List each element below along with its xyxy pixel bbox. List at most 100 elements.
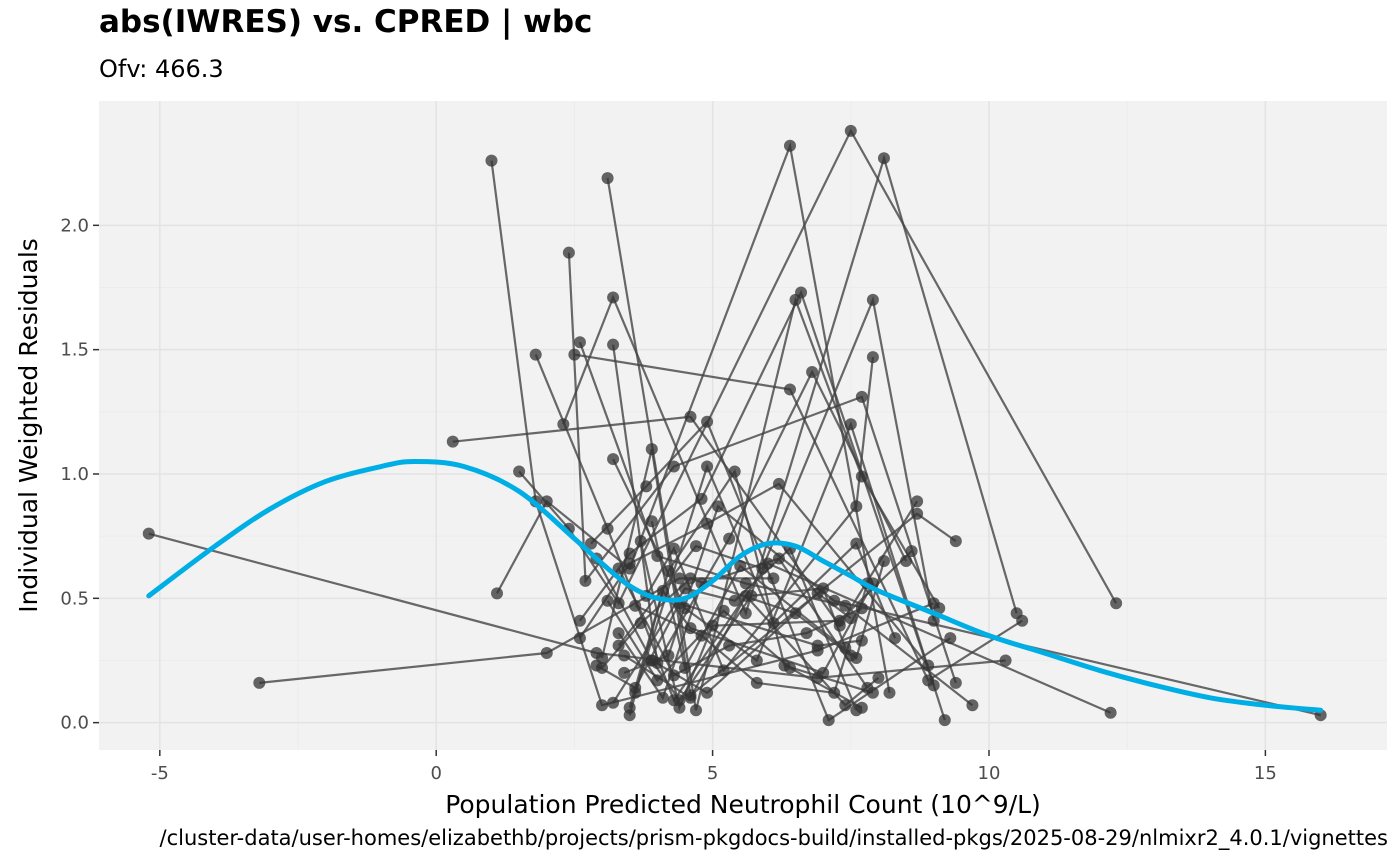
data-point <box>855 390 868 403</box>
data-point <box>645 515 658 528</box>
data-point <box>739 607 752 620</box>
data-point <box>712 500 725 513</box>
data-point <box>772 552 785 565</box>
data-point <box>927 614 940 627</box>
y-tick-label: 0.5 <box>60 588 89 609</box>
data-point <box>911 495 924 508</box>
data-point <box>828 686 841 699</box>
data-point <box>684 572 697 585</box>
data-point <box>944 632 957 645</box>
y-tick-label: 2.0 <box>60 215 89 236</box>
data-point <box>811 639 824 652</box>
data-point <box>850 704 863 717</box>
x-tick-label: 5 <box>707 763 718 784</box>
data-point <box>491 587 504 600</box>
data-point <box>562 246 575 259</box>
chart-caption: /cluster-data/user-homes/elizabethb/proj… <box>159 826 1388 850</box>
series-line <box>574 353 1023 682</box>
data-point <box>142 527 155 540</box>
data-point <box>651 674 664 687</box>
data-point <box>618 649 631 662</box>
data-point <box>855 634 868 647</box>
data-point <box>877 555 890 568</box>
smooth-trend-line <box>146 459 1324 713</box>
data-point <box>656 584 669 597</box>
data-point <box>701 686 714 699</box>
data-point <box>612 639 625 652</box>
data-point <box>701 517 714 530</box>
data-point <box>767 617 780 630</box>
data-point <box>844 612 857 625</box>
plot-panel <box>99 101 1387 750</box>
x-tick-label: 10 <box>978 763 1001 784</box>
data-point <box>662 649 675 662</box>
data-point <box>690 540 703 553</box>
data-point <box>728 594 741 607</box>
data-point <box>844 649 857 662</box>
y-tick-label: 1.0 <box>60 464 89 485</box>
data-point <box>645 654 658 667</box>
data-point <box>485 154 498 167</box>
data-point <box>728 465 741 478</box>
chart-title: abs(IWRES) vs. CPRED | wbc <box>99 4 593 40</box>
data-point <box>529 348 542 361</box>
data-point <box>783 661 796 674</box>
data-point <box>651 550 664 563</box>
data-point <box>612 627 625 640</box>
x-tick-label: 0 <box>430 763 441 784</box>
data-point <box>446 435 459 448</box>
data-point <box>1104 706 1117 719</box>
data-point <box>701 460 714 473</box>
data-point <box>579 574 592 587</box>
data-point <box>684 410 697 423</box>
data-point <box>861 681 874 694</box>
data-point <box>966 699 979 712</box>
data-point <box>889 632 902 645</box>
data-point <box>623 701 636 714</box>
data-point <box>662 564 675 577</box>
data-point <box>883 686 896 699</box>
data-point <box>540 495 553 508</box>
data-point <box>596 661 609 674</box>
data-point <box>634 535 647 548</box>
data-point <box>607 696 620 709</box>
data-point <box>927 679 940 692</box>
data-point <box>634 617 647 630</box>
data-point <box>557 418 570 431</box>
data-point <box>667 669 680 682</box>
x-tick-label: -5 <box>151 763 169 784</box>
data-point <box>783 139 796 152</box>
y-axis-title: Individual Weighted Residuals <box>14 238 43 613</box>
data-point <box>667 542 680 555</box>
data-point <box>850 537 863 550</box>
data-point <box>933 602 946 615</box>
data-point <box>949 676 962 689</box>
data-point <box>855 602 868 615</box>
data-point <box>253 676 266 689</box>
data-point <box>513 465 526 478</box>
data-point <box>673 694 686 707</box>
data-point <box>855 470 868 483</box>
data-point <box>607 453 620 466</box>
grid-major <box>99 101 1387 750</box>
data-point <box>640 480 653 493</box>
data-point <box>822 714 835 727</box>
data-point <box>850 500 863 513</box>
data-point <box>601 594 614 607</box>
data-point <box>767 572 780 585</box>
data-point <box>828 594 841 607</box>
data-point <box>723 639 736 652</box>
data-point <box>789 607 802 620</box>
data-point <box>678 582 691 595</box>
data-point <box>684 622 697 635</box>
data-point <box>783 383 796 396</box>
data-point <box>844 124 857 137</box>
data-point <box>866 351 879 364</box>
data-point <box>739 577 752 590</box>
data-point <box>844 418 857 431</box>
data-point <box>723 532 736 545</box>
x-tick-label: 15 <box>1254 763 1277 784</box>
data-point <box>678 661 691 674</box>
data-point <box>607 338 620 351</box>
